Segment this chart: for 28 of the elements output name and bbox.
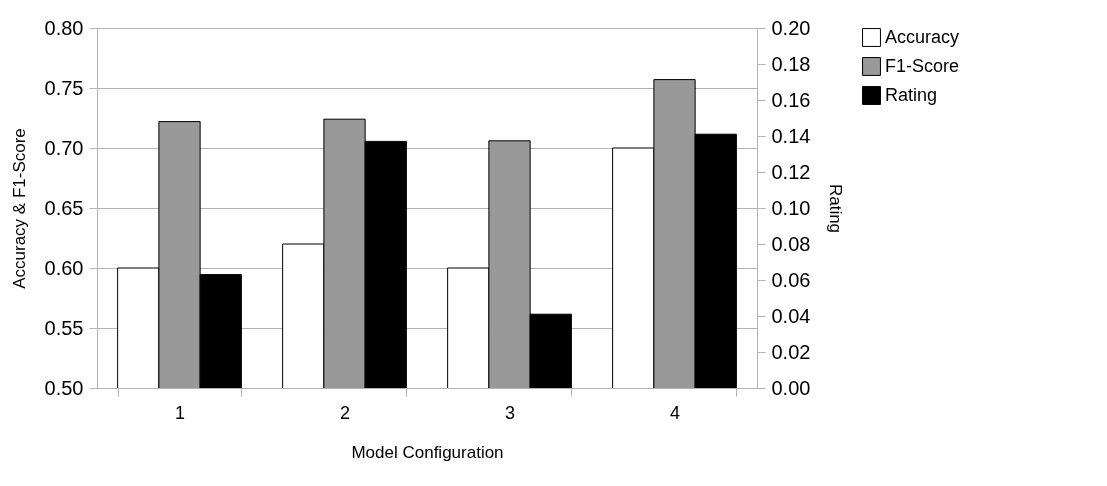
y-tick-label: 0.50 — [44, 376, 84, 399]
y-tick-label: 0.80 — [44, 16, 84, 39]
x-tick-label: 4 — [669, 402, 681, 423]
y-tick-label: 0.55 — [44, 316, 84, 339]
y-tick-label: 0.65 — [44, 196, 84, 219]
legend-label: Rating — [885, 84, 938, 105]
y2-tick-label: 0.14 — [771, 124, 811, 147]
y2-tick-label: 0.20 — [771, 16, 811, 39]
y2-tick-label: 0.18 — [771, 52, 811, 75]
y-tick-label: 0.70 — [44, 136, 84, 159]
y2-tick-label: 0.06 — [771, 268, 811, 291]
x-axis-title: Model Configuration — [351, 442, 504, 462]
y2-tick-label: 0.04 — [771, 304, 811, 327]
y2-tick-label: 0.16 — [771, 88, 811, 111]
y2-tick-label: 0.08 — [771, 232, 811, 255]
y-axis-title: Accuracy & F1-Score — [9, 128, 29, 289]
x-tick-label: 2 — [339, 402, 351, 423]
legend-label: F1-Score — [885, 55, 960, 76]
y2-tick-label: 0.12 — [771, 160, 811, 183]
y-tick-label: 0.60 — [44, 256, 84, 279]
x-tick-label: 1 — [174, 402, 186, 423]
y2-tick-label: 0.00 — [771, 376, 811, 399]
y2-tick-label: 0.10 — [771, 196, 811, 219]
y-tick-label: 0.75 — [44, 76, 84, 99]
y2-axis-title: Rating — [826, 183, 846, 234]
legend-label: Accuracy — [885, 26, 960, 47]
x-tick-label: 3 — [504, 402, 516, 423]
y2-tick-label: 0.02 — [771, 340, 811, 363]
